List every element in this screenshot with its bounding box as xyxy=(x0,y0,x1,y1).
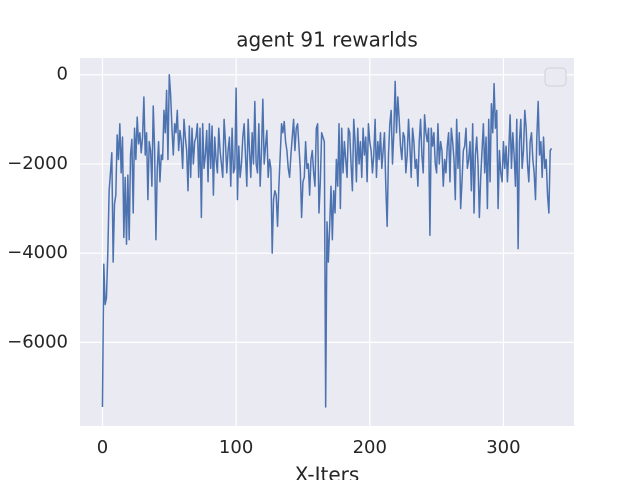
y-tick-label: −6000 xyxy=(7,331,68,352)
legend-box xyxy=(544,67,567,87)
x-tick-label: 300 xyxy=(486,437,520,458)
y-tick-label: −4000 xyxy=(7,242,68,263)
x-tick-label: 200 xyxy=(353,437,387,458)
y-tick-label: 0 xyxy=(57,64,68,85)
data-line xyxy=(101,73,553,408)
x-tick-label: 0 xyxy=(97,437,108,458)
x-tick-label: 100 xyxy=(219,437,253,458)
x-axis-label: X-Iters xyxy=(295,463,360,480)
chart-title: agent 91 rewarlds xyxy=(236,28,418,52)
y-tick-label: −2000 xyxy=(7,153,68,174)
